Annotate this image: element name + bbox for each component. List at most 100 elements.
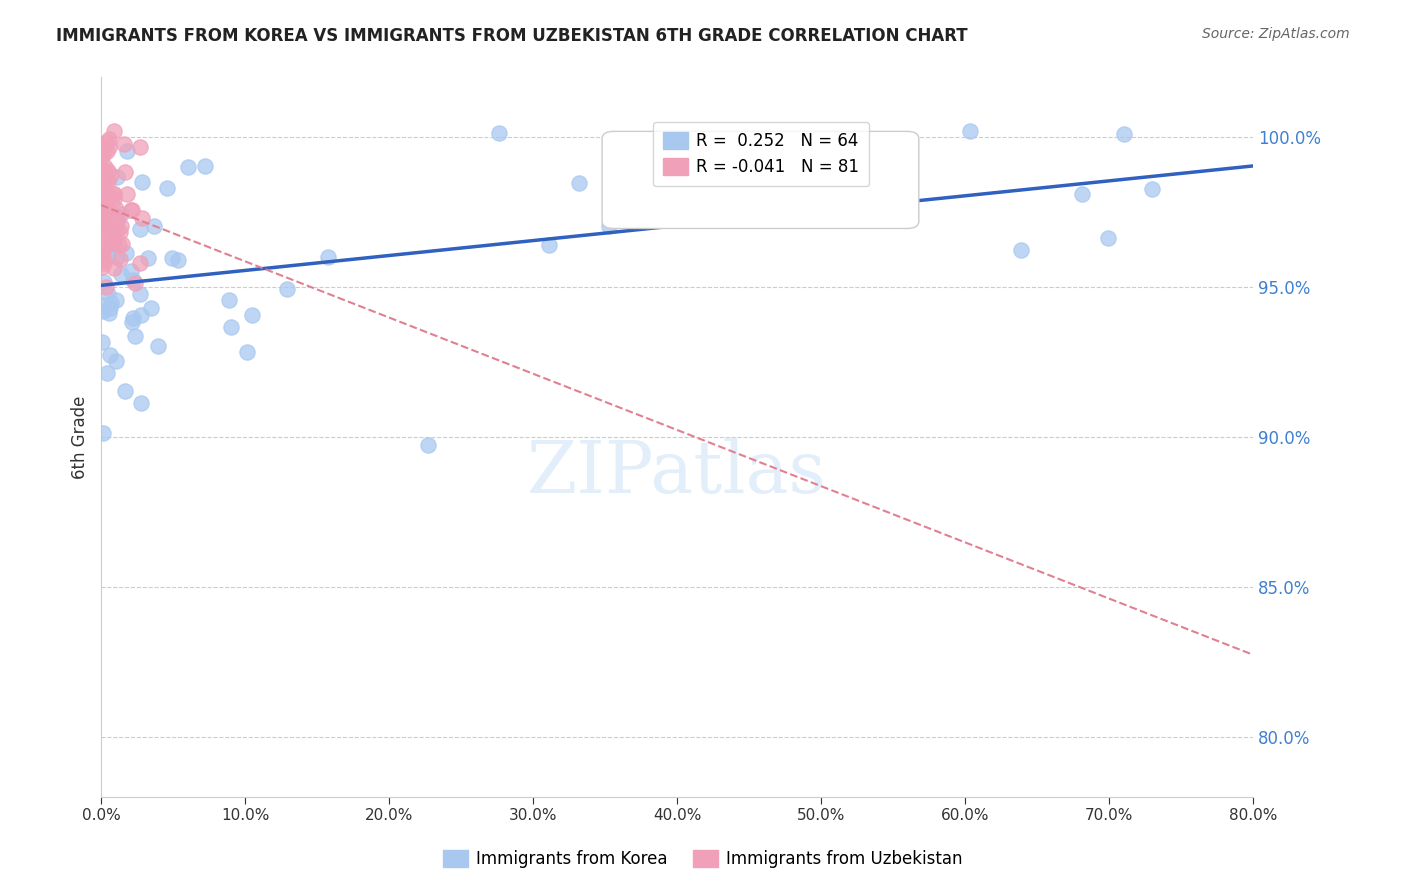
Point <box>131 175 153 189</box>
Point <box>568 176 591 190</box>
Point <box>105 215 128 229</box>
Point <box>93 191 115 205</box>
Point <box>107 210 129 224</box>
Point <box>100 295 122 310</box>
Point <box>129 286 152 301</box>
Point <box>97 164 120 178</box>
Point <box>110 207 132 221</box>
Point <box>100 168 122 182</box>
Point <box>121 202 143 217</box>
Point <box>96 136 118 150</box>
Point <box>91 196 114 211</box>
Point <box>143 219 166 233</box>
Point <box>162 251 184 265</box>
Legend: R =  0.252   N = 64, R = -0.041   N = 81: R = 0.252 N = 64, R = -0.041 N = 81 <box>652 121 869 186</box>
Point <box>98 348 121 362</box>
Point <box>129 255 152 269</box>
Point <box>103 186 125 201</box>
Point <box>117 145 139 159</box>
Point <box>103 233 125 247</box>
Point <box>103 124 125 138</box>
Point <box>131 211 153 225</box>
Point <box>115 186 138 201</box>
Point <box>94 161 117 175</box>
Point <box>598 219 620 233</box>
Point <box>97 234 120 248</box>
Point <box>122 311 145 326</box>
Point <box>101 221 124 235</box>
Point <box>235 345 257 359</box>
Point <box>103 260 125 275</box>
Point <box>128 222 150 236</box>
Point <box>129 308 152 322</box>
Point <box>98 306 121 320</box>
Point <box>94 214 117 228</box>
Point <box>105 170 128 185</box>
Point <box>103 192 125 206</box>
Point <box>114 384 136 399</box>
Point <box>91 426 114 441</box>
Point <box>1010 243 1032 257</box>
Point <box>110 225 132 239</box>
Point <box>91 148 114 162</box>
Point <box>96 217 118 231</box>
Point <box>219 319 242 334</box>
Point <box>1097 231 1119 245</box>
Point <box>90 246 112 260</box>
Point <box>94 214 117 228</box>
Point <box>91 249 114 263</box>
Point <box>98 301 121 316</box>
Point <box>105 223 128 237</box>
Point <box>110 267 132 281</box>
Point <box>91 202 114 216</box>
Point <box>91 179 114 194</box>
Point <box>91 304 114 318</box>
Point <box>418 438 440 452</box>
Point <box>93 233 115 247</box>
Point <box>90 139 112 153</box>
Point <box>94 178 117 192</box>
Point <box>96 202 118 217</box>
Point <box>240 308 263 322</box>
Point <box>90 196 112 211</box>
Point <box>91 252 114 267</box>
Point <box>104 202 127 216</box>
Point <box>103 186 125 201</box>
Point <box>96 286 118 301</box>
Point <box>488 126 510 140</box>
Point <box>131 396 153 410</box>
Point <box>136 251 159 265</box>
Point <box>105 250 128 264</box>
Point <box>94 280 117 294</box>
Point <box>114 165 136 179</box>
Point <box>90 186 112 201</box>
Point <box>90 201 112 215</box>
Text: IMMIGRANTS FROM KOREA VS IMMIGRANTS FROM UZBEKISTAN 6TH GRADE CORRELATION CHART: IMMIGRANTS FROM KOREA VS IMMIGRANTS FROM… <box>56 27 967 45</box>
Point <box>91 260 114 274</box>
Point <box>538 238 561 252</box>
Point <box>129 140 152 154</box>
Point <box>139 301 162 315</box>
Point <box>93 194 115 209</box>
Point <box>1114 128 1136 142</box>
Point <box>101 235 124 249</box>
Point <box>156 181 179 195</box>
Point <box>1071 187 1094 202</box>
Legend: Immigrants from Korea, Immigrants from Uzbekistan: Immigrants from Korea, Immigrants from U… <box>436 843 970 875</box>
Point <box>93 240 115 254</box>
Point <box>90 188 112 202</box>
Point <box>91 196 114 211</box>
Point <box>96 145 118 159</box>
Point <box>103 236 125 251</box>
Point <box>90 186 112 201</box>
Point <box>121 315 143 329</box>
Point <box>121 273 143 287</box>
Point <box>96 190 118 204</box>
Point <box>97 174 120 188</box>
Point <box>167 253 190 268</box>
Point <box>100 240 122 254</box>
Point <box>108 252 131 266</box>
Point <box>316 250 339 264</box>
Point <box>194 159 217 173</box>
Point <box>120 264 142 278</box>
